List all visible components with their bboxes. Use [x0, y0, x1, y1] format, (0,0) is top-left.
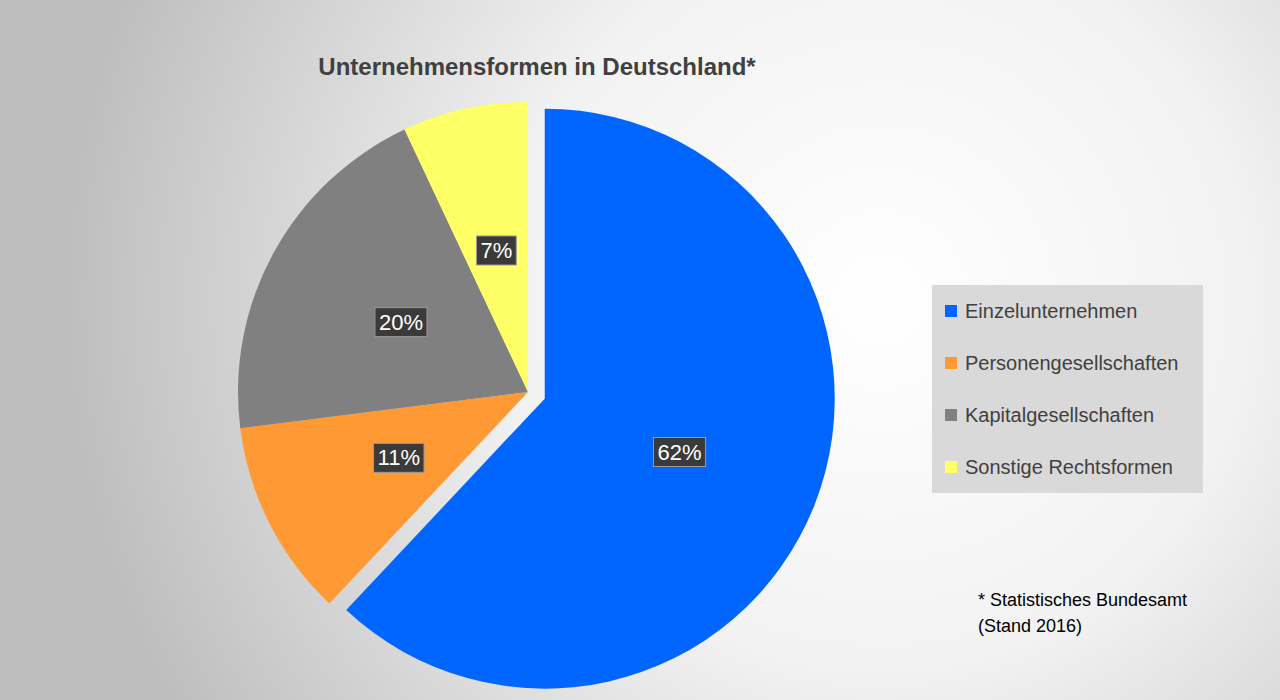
data-labels: 62% 11% 20% 7%: [374, 236, 706, 472]
legend-swatch: [945, 461, 957, 473]
legend-label: Personengesellschaften: [965, 352, 1178, 374]
data-label-box: [375, 308, 427, 337]
legend-swatch: [945, 305, 957, 317]
background: [0, 0, 1280, 700]
legend-swatch: [945, 409, 957, 421]
legend-label: Sonstige Rechtsformen: [965, 456, 1173, 478]
footnote: * Statistisches Bundesamt: [978, 590, 1187, 610]
pie-slice: [405, 102, 528, 392]
pie: [238, 102, 835, 689]
data-label-box: [374, 443, 424, 472]
data-label: 62%: [658, 440, 702, 465]
data-label-box: [654, 438, 706, 467]
data-label: 20%: [379, 310, 423, 335]
data-label-box: [476, 236, 516, 265]
title: Unternehmensformen in Deutschland*: [318, 53, 756, 80]
chart: Unternehmensformen in Deutschland* 62% 11%…: [0, 0, 1280, 700]
data-label: 7%: [480, 238, 512, 263]
pie-slice: [240, 392, 528, 603]
legend-label: Einzelunternehmen: [965, 300, 1137, 322]
legend: Einzelunternehmen Personengesellschaften K…: [932, 285, 1203, 493]
legend-label: Kapitalgesellschaften: [965, 404, 1154, 426]
legend-box: [932, 285, 1203, 493]
plot-area: [238, 102, 835, 689]
footnote: (Stand 2016): [978, 616, 1082, 636]
legend-swatch: [945, 357, 957, 369]
data-label: 11%: [378, 445, 420, 470]
